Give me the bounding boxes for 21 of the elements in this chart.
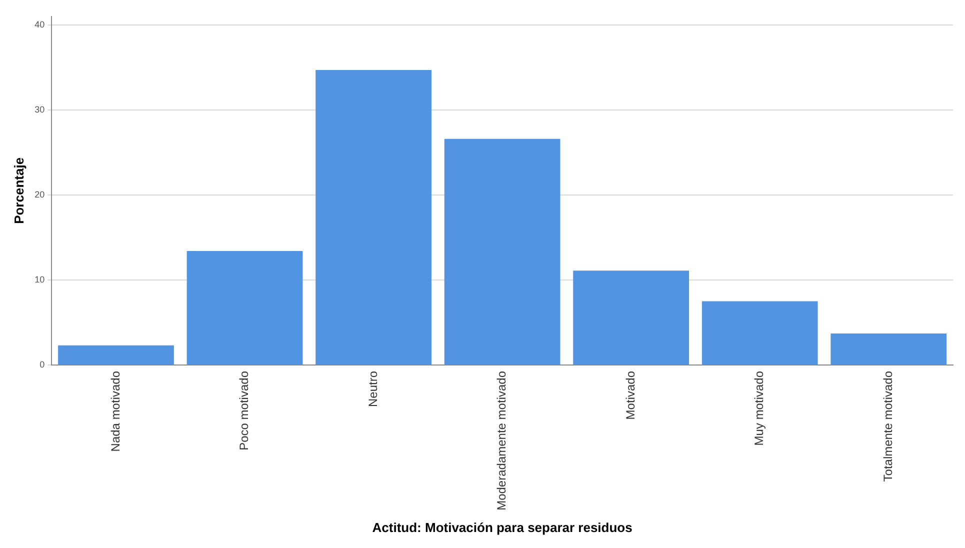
x-tick-label: Neutro	[366, 370, 380, 408]
x-tick-label: Muy motivado	[752, 370, 766, 446]
y-tick-label: 10	[34, 274, 45, 284]
y-axis-title: Porcentaje	[11, 157, 26, 224]
bar	[573, 270, 690, 364]
bar	[316, 70, 432, 364]
bar	[830, 334, 947, 364]
y-tick-label: 20	[34, 189, 45, 200]
bar	[186, 251, 303, 364]
bar	[58, 345, 174, 364]
y-tick-label: 40	[34, 19, 45, 30]
bar	[444, 138, 560, 364]
x-axis-title: Actitud: Motivación para separar residuos	[372, 520, 632, 535]
bar	[702, 301, 818, 364]
x-tick-label: Moderadamente motivado	[494, 370, 509, 510]
x-tick-label: Motivado	[623, 370, 638, 420]
x-tick-label: Poco motivado	[237, 370, 252, 450]
x-tick-label: Nada motivado	[108, 370, 122, 452]
x-tick-label: Totalmente motivado	[880, 370, 895, 482]
y-tick-label: 0	[40, 359, 45, 370]
y-tick-label: 30	[34, 104, 45, 114]
